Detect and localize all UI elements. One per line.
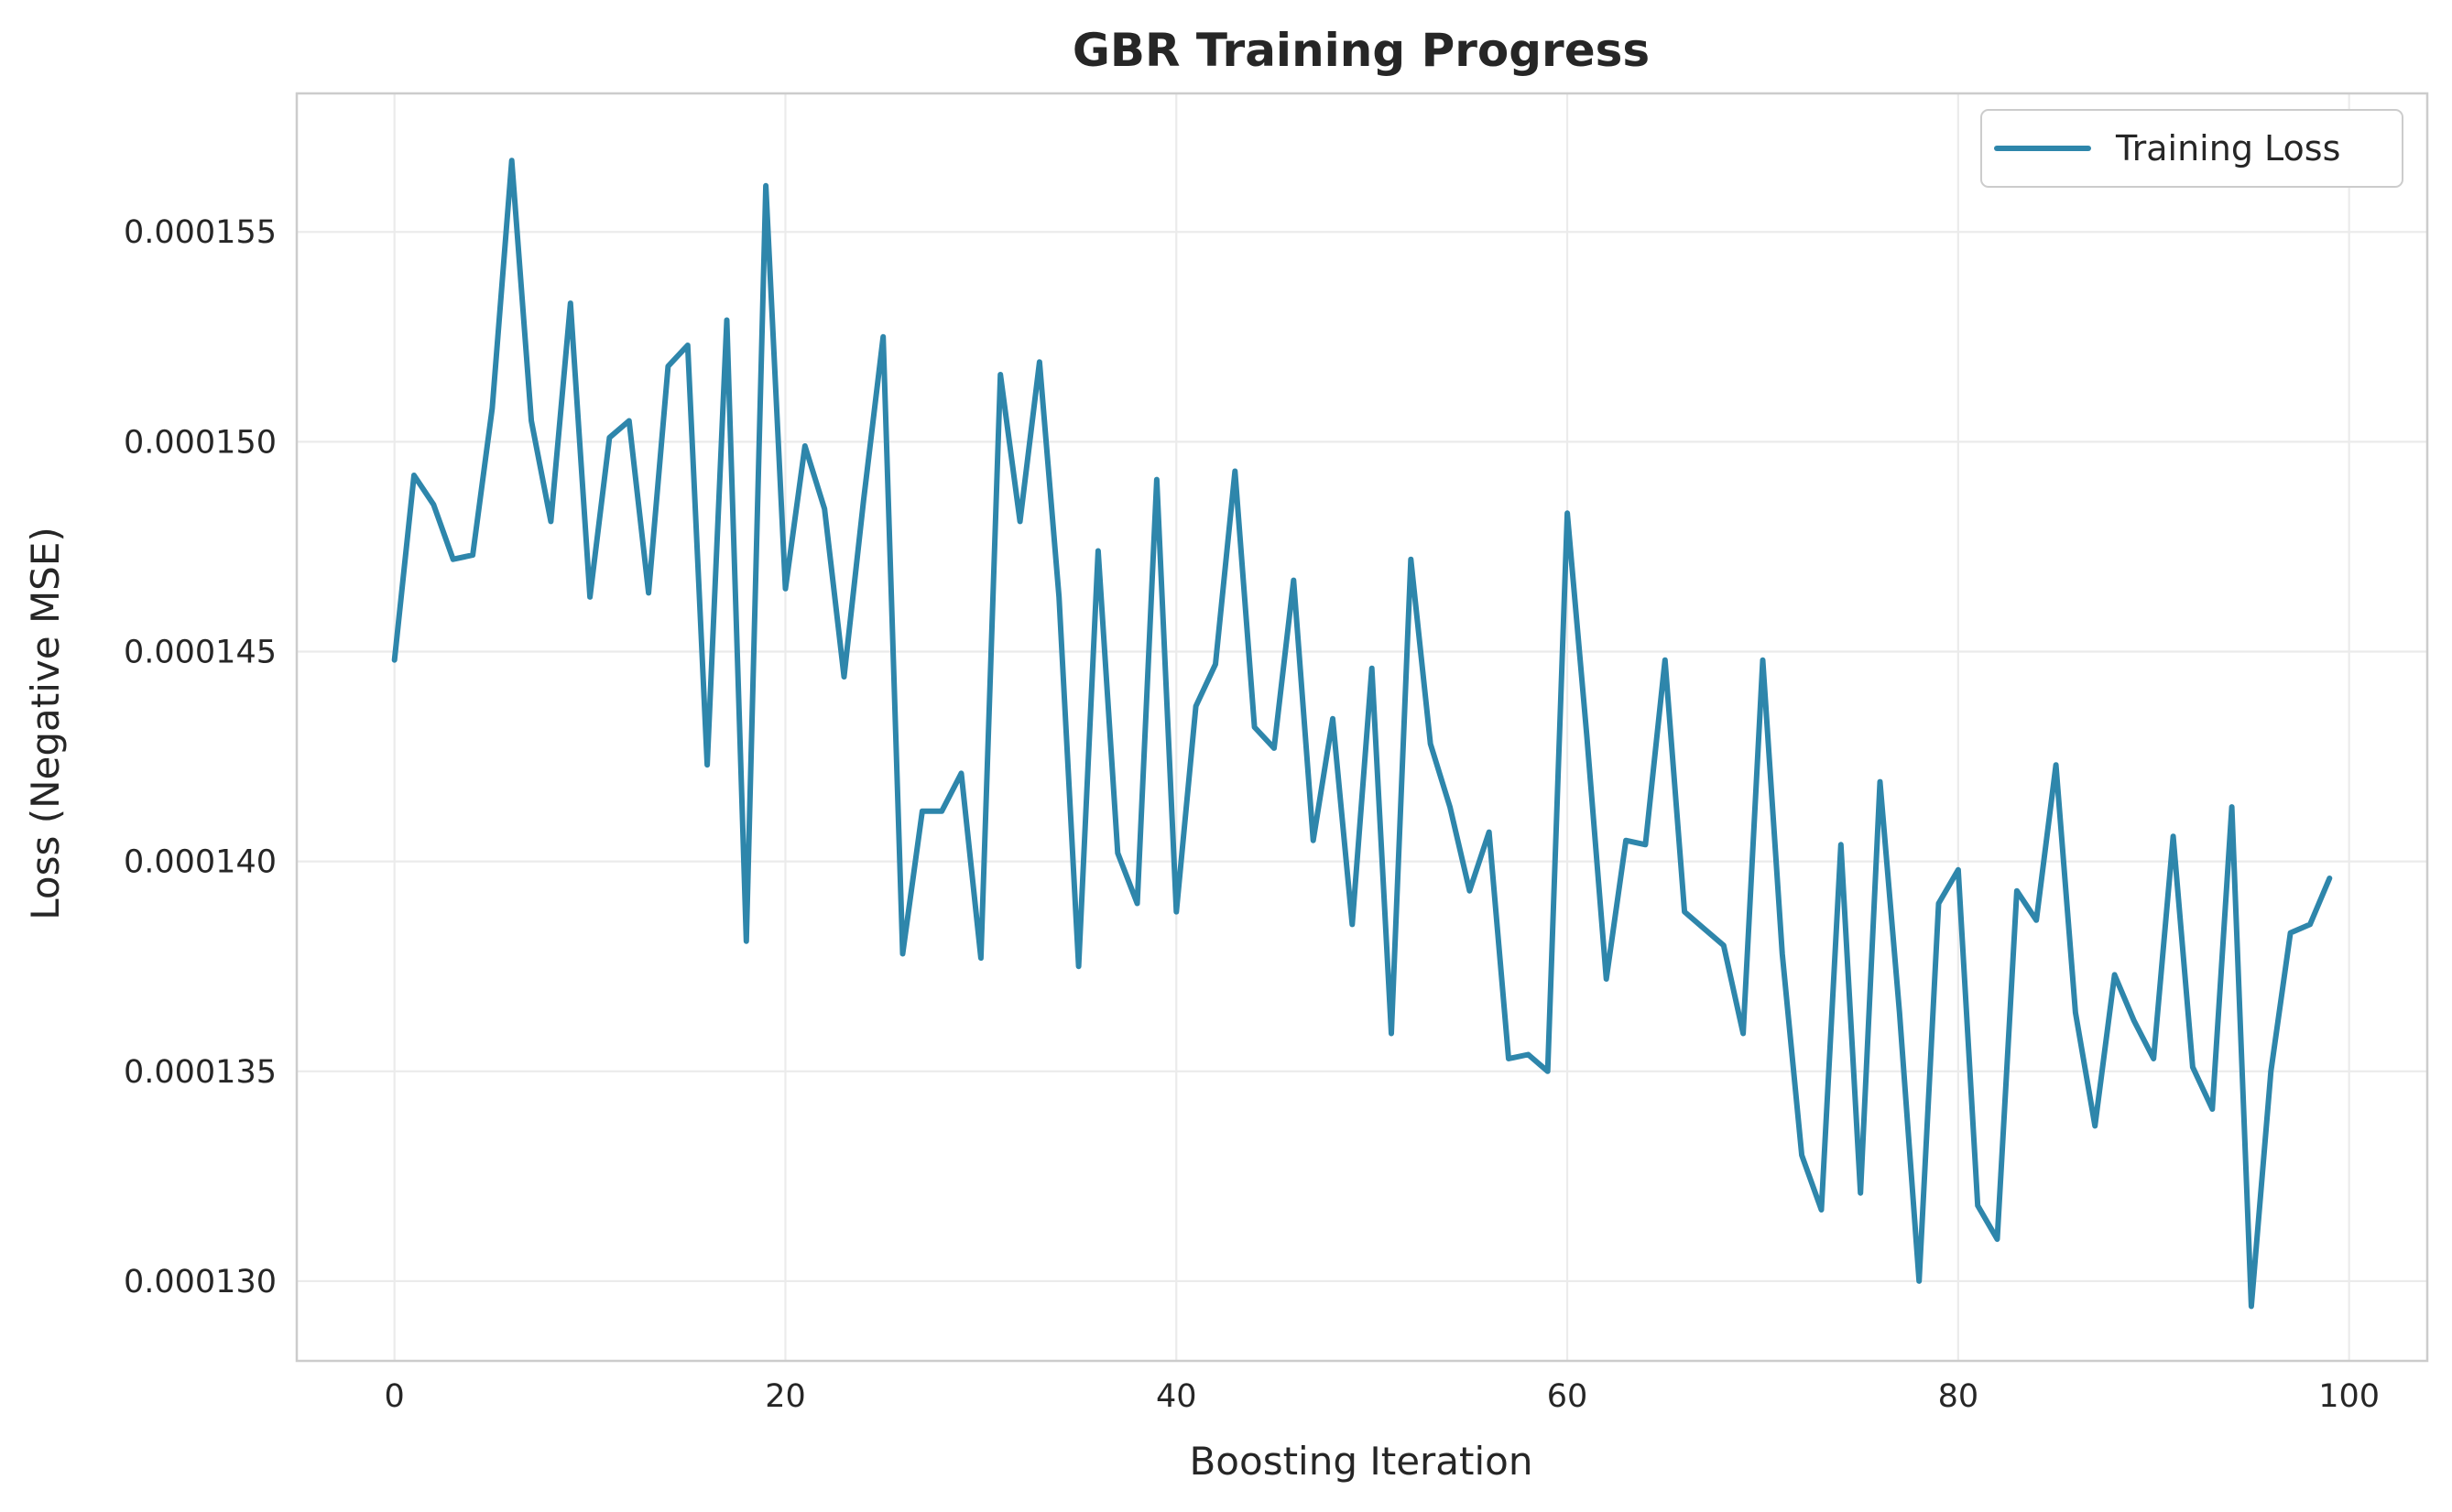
y-axis-label: Loss (Negative MSE) <box>23 527 68 920</box>
y-tick-label: 0.000145 <box>124 635 277 671</box>
grid-lines <box>297 93 2427 1361</box>
y-tick-label: 0.000150 <box>124 424 277 461</box>
plot-area <box>297 93 2427 1361</box>
y-tick-label: 0.000140 <box>124 844 277 881</box>
x-tick-label: 80 <box>1938 1378 1979 1415</box>
x-tick-label: 40 <box>1156 1378 1197 1415</box>
legend-label: Training Loss <box>2115 128 2340 169</box>
plot-frame <box>295 92 2429 1363</box>
y-tick-label: 0.000135 <box>124 1054 277 1091</box>
x-tick-label: 20 <box>765 1378 806 1415</box>
x-tick-label: 60 <box>1547 1378 1588 1415</box>
series-lines <box>391 158 2333 1310</box>
x-tick-labels: 0 20 40 60 80 100 <box>385 1378 2380 1415</box>
x-axis-label: Boosting Iteration <box>1189 1439 1532 1484</box>
y-tick-label: 0.000155 <box>124 214 277 251</box>
legend: Training Loss <box>1980 109 2403 188</box>
x-tick-label: 100 <box>2318 1378 2380 1415</box>
series-line-training-loss <box>391 158 2333 1310</box>
legend-box <box>1980 109 2403 188</box>
chart-title: GBR Training Progress <box>1073 24 1650 77</box>
y-tick-label: 0.000130 <box>124 1264 277 1300</box>
x-tick-label: 0 <box>385 1378 405 1415</box>
y-tick-labels: 0.000130 0.000135 0.000140 0.000145 0.000150… <box>124 214 277 1300</box>
